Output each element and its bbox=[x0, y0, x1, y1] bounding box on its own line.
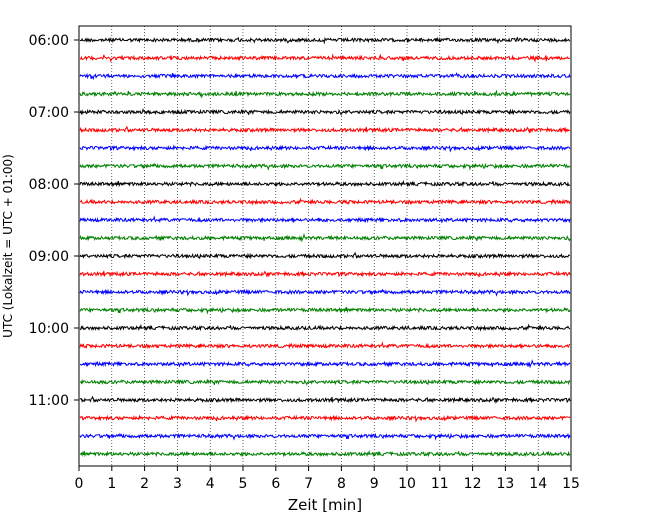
x-tick-label: 11 bbox=[431, 476, 449, 492]
x-tick-label: 5 bbox=[239, 476, 248, 492]
y-tick-label: 06:00 bbox=[29, 33, 69, 49]
y-tick-label: 09:00 bbox=[29, 249, 69, 265]
seismic-trace bbox=[79, 395, 571, 404]
x-tick-label: 1 bbox=[107, 476, 116, 492]
x-tick-label: 2 bbox=[140, 476, 149, 492]
seismic-trace bbox=[79, 215, 571, 224]
y-tick-label: 08:00 bbox=[29, 177, 69, 193]
seismic-trace bbox=[79, 36, 570, 45]
x-tick-label: 10 bbox=[398, 476, 416, 492]
y-tick-label: 10:00 bbox=[29, 321, 69, 337]
seismic-trace bbox=[79, 233, 571, 243]
grid-lines bbox=[111, 26, 539, 466]
seismic-trace bbox=[79, 125, 571, 134]
x-tick-label: 12 bbox=[464, 476, 482, 492]
x-tick-label: 14 bbox=[529, 476, 547, 492]
seismic-trace bbox=[79, 179, 571, 188]
seismic-trace bbox=[79, 323, 571, 332]
x-tick-label: 0 bbox=[75, 476, 84, 492]
seismic-trace bbox=[79, 306, 571, 315]
seismic-trace bbox=[79, 288, 571, 297]
seismic-trace bbox=[79, 359, 571, 369]
x-tick-label: 15 bbox=[562, 476, 580, 492]
y-axis-ticks: 06:00 07:00 08:00 09:00 10:00 11:00 bbox=[29, 33, 79, 409]
traces bbox=[79, 36, 571, 458]
seismic-trace bbox=[79, 251, 571, 260]
y-tick-label: 07:00 bbox=[29, 105, 69, 121]
x-tick-label: 8 bbox=[337, 476, 346, 492]
y-axis-label: UTC (Lokalzeit = UTC + 01:00) bbox=[1, 154, 15, 338]
x-axis-label: Zeit [min] bbox=[288, 496, 362, 514]
plot-frame bbox=[78, 25, 572, 467]
x-tick-label: 7 bbox=[304, 476, 313, 492]
seismic-trace bbox=[79, 414, 571, 423]
seismic-trace bbox=[79, 162, 571, 171]
seismic-trace bbox=[79, 378, 571, 386]
x-tick-label: 13 bbox=[496, 476, 514, 492]
seismic-trace bbox=[79, 432, 571, 441]
x-tick-label: 9 bbox=[370, 476, 379, 492]
seismic-trace bbox=[79, 270, 571, 278]
seismic-trace bbox=[79, 449, 571, 458]
x-axis-ticks: 0 1 2 3 4 5 6 7 8 9 10 11 12 13 14 15 bbox=[75, 466, 580, 492]
seismic-trace bbox=[79, 341, 571, 350]
x-tick-label: 4 bbox=[206, 476, 215, 492]
seismic-trace bbox=[79, 89, 571, 99]
y-tick-label: 11:00 bbox=[29, 393, 69, 409]
seismic-trace bbox=[79, 53, 571, 63]
seismic-trace bbox=[79, 107, 571, 116]
seismic-trace bbox=[79, 197, 571, 206]
x-tick-label: 6 bbox=[271, 476, 280, 492]
x-tick-label: 3 bbox=[173, 476, 182, 492]
seismic-trace bbox=[79, 144, 571, 153]
seismic-trace bbox=[79, 72, 571, 81]
